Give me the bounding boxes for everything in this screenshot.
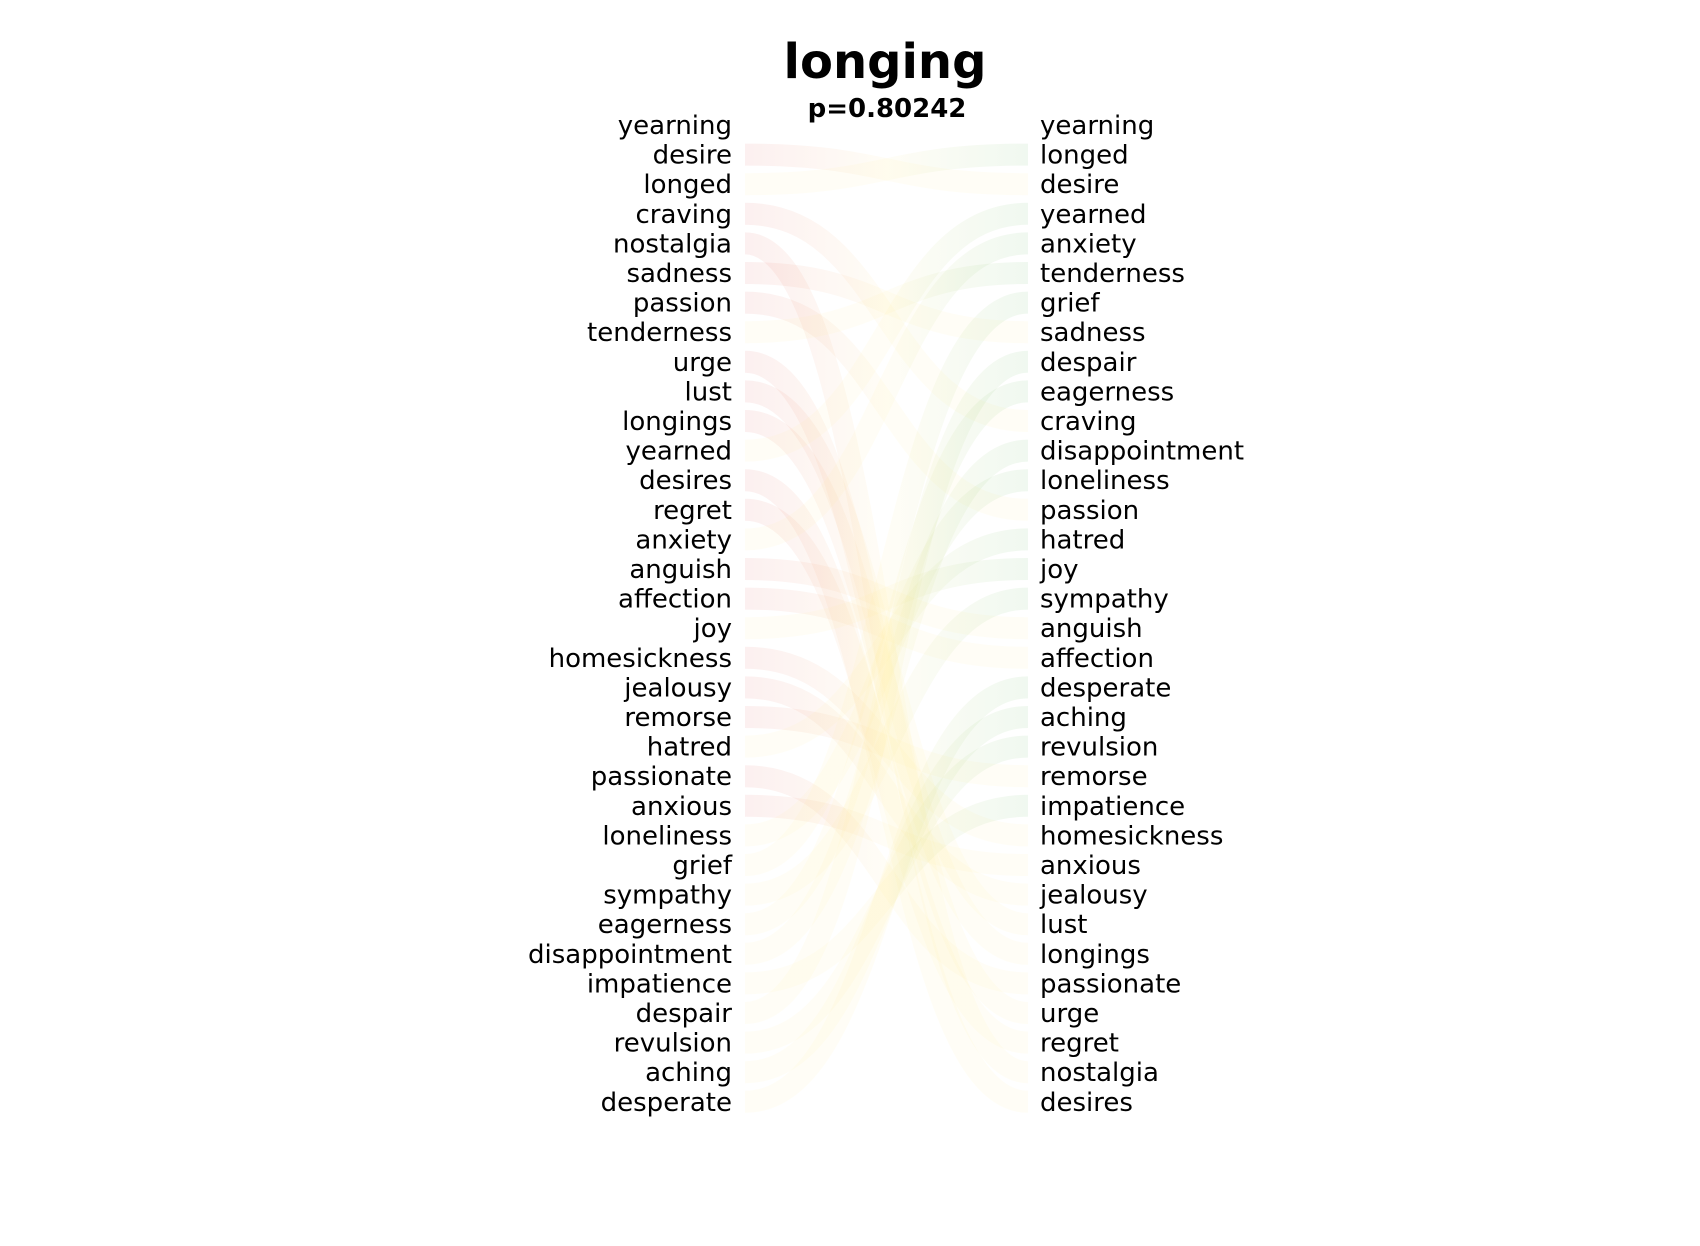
left-word-affection: affection bbox=[618, 585, 732, 615]
right-word-affection: affection bbox=[1040, 644, 1154, 674]
left-word-desires: desires bbox=[639, 466, 732, 496]
left-word-homesickness: homesickness bbox=[549, 644, 732, 674]
right-word-passionate: passionate bbox=[1040, 969, 1181, 999]
left-word-jealousy: jealousy bbox=[623, 673, 732, 703]
left-word-disappointment: disappointment bbox=[528, 940, 732, 970]
rank-flow-lines bbox=[743, 143, 1030, 1113]
right-word-anxiety: anxiety bbox=[1040, 229, 1137, 259]
chart-subtitle: p=0.80242 bbox=[808, 94, 967, 124]
right-word-joy: joy bbox=[1039, 555, 1079, 585]
right-word-longings: longings bbox=[1040, 940, 1150, 970]
left-word-hatred: hatred bbox=[647, 733, 732, 763]
flow-tenderness bbox=[744, 262, 1029, 344]
left-word-anguish: anguish bbox=[629, 555, 732, 585]
right-word-remorse: remorse bbox=[1040, 762, 1148, 792]
right-word-tenderness: tenderness bbox=[1040, 259, 1185, 289]
left-word-longings: longings bbox=[622, 407, 732, 437]
right-word-desperate: desperate bbox=[1040, 673, 1171, 703]
right-word-disappointment: disappointment bbox=[1040, 437, 1244, 467]
left-word-passion: passion bbox=[633, 289, 732, 319]
right-word-sadness: sadness bbox=[1040, 318, 1146, 348]
right-word-urge: urge bbox=[1040, 999, 1099, 1029]
right-word-nostalgia: nostalgia bbox=[1040, 1058, 1159, 1088]
left-word-eagerness: eagerness bbox=[598, 910, 732, 940]
right-word-eagerness: eagerness bbox=[1040, 377, 1174, 407]
left-word-revulsion: revulsion bbox=[614, 1029, 732, 1059]
right-word-despair: despair bbox=[1040, 348, 1137, 378]
right-word-homesickness: homesickness bbox=[1040, 821, 1223, 851]
left-word-grief: grief bbox=[672, 851, 732, 881]
left-word-despair: despair bbox=[636, 999, 733, 1029]
left-word-yearned: yearned bbox=[625, 437, 732, 467]
right-word-anguish: anguish bbox=[1040, 614, 1143, 644]
left-word-regret: regret bbox=[653, 496, 732, 526]
flow-longed bbox=[744, 143, 1029, 196]
right-word-column: yearninglongeddesireyearnedanxietytender… bbox=[1039, 111, 1244, 1118]
right-word-anxious: anxious bbox=[1040, 851, 1141, 881]
flow-despair bbox=[743, 350, 1030, 1024]
left-word-craving: craving bbox=[635, 200, 732, 230]
right-word-passion: passion bbox=[1040, 496, 1139, 526]
left-word-impatience: impatience bbox=[587, 969, 732, 999]
left-word-sadness: sadness bbox=[626, 259, 732, 289]
left-word-aching: aching bbox=[645, 1058, 732, 1088]
left-word-loneliness: loneliness bbox=[602, 821, 732, 851]
chart-title: longing bbox=[784, 34, 987, 90]
flow-desperate bbox=[744, 676, 1029, 1113]
right-word-loneliness: loneliness bbox=[1040, 466, 1170, 496]
right-word-regret: regret bbox=[1040, 1029, 1119, 1059]
flow-yearned bbox=[744, 202, 1029, 462]
right-word-longed: longed bbox=[1040, 141, 1129, 171]
left-word-anxious: anxious bbox=[631, 792, 732, 822]
right-word-craving: craving bbox=[1040, 407, 1137, 437]
left-word-nostalgia: nostalgia bbox=[613, 229, 732, 259]
right-word-revulsion: revulsion bbox=[1040, 733, 1158, 763]
left-word-tenderness: tenderness bbox=[587, 318, 732, 348]
right-word-desires: desires bbox=[1040, 1088, 1133, 1118]
flow-anxiety bbox=[744, 232, 1029, 551]
right-word-grief: grief bbox=[1040, 289, 1100, 319]
flow-jealousy bbox=[744, 676, 1029, 906]
right-word-hatred: hatred bbox=[1040, 525, 1125, 555]
left-word-joy: joy bbox=[692, 614, 732, 644]
left-word-lust: lust bbox=[685, 377, 732, 407]
right-word-impatience: impatience bbox=[1040, 792, 1185, 822]
left-word-column: yearningdesirelongedcravingnostalgiasadn… bbox=[528, 111, 733, 1118]
right-word-lust: lust bbox=[1040, 910, 1087, 940]
left-word-sympathy: sympathy bbox=[603, 881, 732, 911]
left-word-desire: desire bbox=[653, 141, 732, 171]
right-word-yearning: yearning bbox=[1040, 111, 1154, 141]
right-word-sympathy: sympathy bbox=[1040, 585, 1169, 615]
left-word-urge: urge bbox=[673, 348, 732, 378]
left-word-anxiety: anxiety bbox=[635, 525, 732, 555]
flow-grief bbox=[743, 291, 1030, 876]
right-word-aching: aching bbox=[1040, 703, 1127, 733]
right-word-jealousy: jealousy bbox=[1039, 881, 1148, 911]
right-word-desire: desire bbox=[1040, 170, 1119, 200]
left-word-passionate: passionate bbox=[591, 762, 732, 792]
left-word-yearning: yearning bbox=[618, 111, 732, 141]
right-word-yearned: yearned bbox=[1040, 200, 1147, 230]
left-word-remorse: remorse bbox=[624, 703, 732, 733]
left-word-longed: longed bbox=[643, 170, 732, 200]
left-word-desperate: desperate bbox=[601, 1088, 732, 1118]
